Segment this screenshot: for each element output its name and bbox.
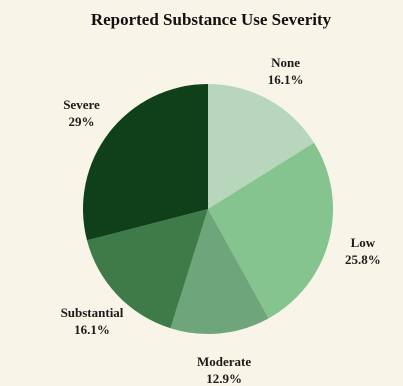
chart-title: Reported Substance Use Severity — [91, 10, 332, 29]
pie-slice-moderate — [170, 209, 269, 335]
slice-value-moderate: 12.9% — [206, 371, 242, 386]
slice-value-severe: 29% — [69, 114, 95, 129]
pie-slice-severe — [82, 83, 208, 241]
pie-slice-none — [208, 83, 315, 209]
pie-slices — [82, 83, 334, 335]
slice-value-low: 25.8% — [345, 252, 381, 267]
slice-label-moderate: Moderate — [197, 354, 251, 369]
slice-label-none: None — [271, 55, 300, 70]
pie-slice-low — [208, 142, 334, 319]
slice-labels: None 16.1% Low 25.8% Moderate 12.9% Substantia… — [61, 55, 381, 386]
slice-label-low: Low — [351, 235, 376, 250]
pie-slice-substantial — [86, 209, 208, 329]
slice-value-none: 16.1% — [268, 72, 304, 87]
slice-label-substantial: Substantial — [61, 305, 124, 320]
slice-value-substantial: 16.1% — [74, 322, 110, 337]
slice-label-severe: Severe — [63, 97, 100, 112]
